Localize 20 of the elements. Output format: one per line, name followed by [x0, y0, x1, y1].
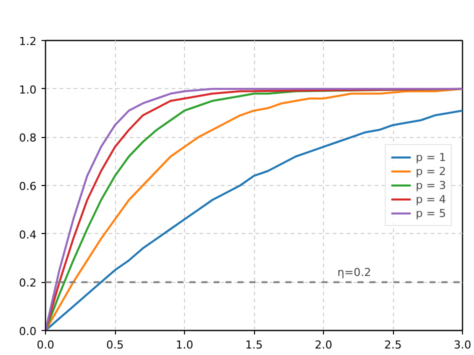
x-tick-label: 3.0 [454, 338, 472, 352]
x-tick-label: 1.5 [245, 338, 263, 352]
legend-label: p = 2 [416, 164, 446, 178]
legend-label: p = 3 [416, 178, 446, 192]
y-tick-label: 0.8 [19, 132, 37, 145]
legend-label: p = 5 [416, 206, 446, 220]
y-tick-label: 0.0 [19, 325, 37, 338]
x-tick-label: 2.5 [384, 338, 402, 352]
ref-line-label: η=0.2 [337, 266, 372, 280]
y-tick-label: 0.4 [19, 228, 37, 242]
x-tick-label: 0.5 [106, 338, 124, 352]
x-tick-label: 0.0 [36, 338, 54, 352]
y-tick-label: 1.2 [19, 35, 37, 48]
x-tick-label: 1.0 [176, 338, 194, 352]
legend-label: p = 1 [416, 150, 446, 164]
y-tick-label: 0.2 [19, 276, 37, 290]
x-tick-label: 2.0 [314, 338, 332, 352]
legend-label: p = 4 [416, 192, 446, 206]
y-tick-label: 1.0 [19, 83, 37, 96]
y-tick-label: 0.6 [19, 180, 37, 193]
